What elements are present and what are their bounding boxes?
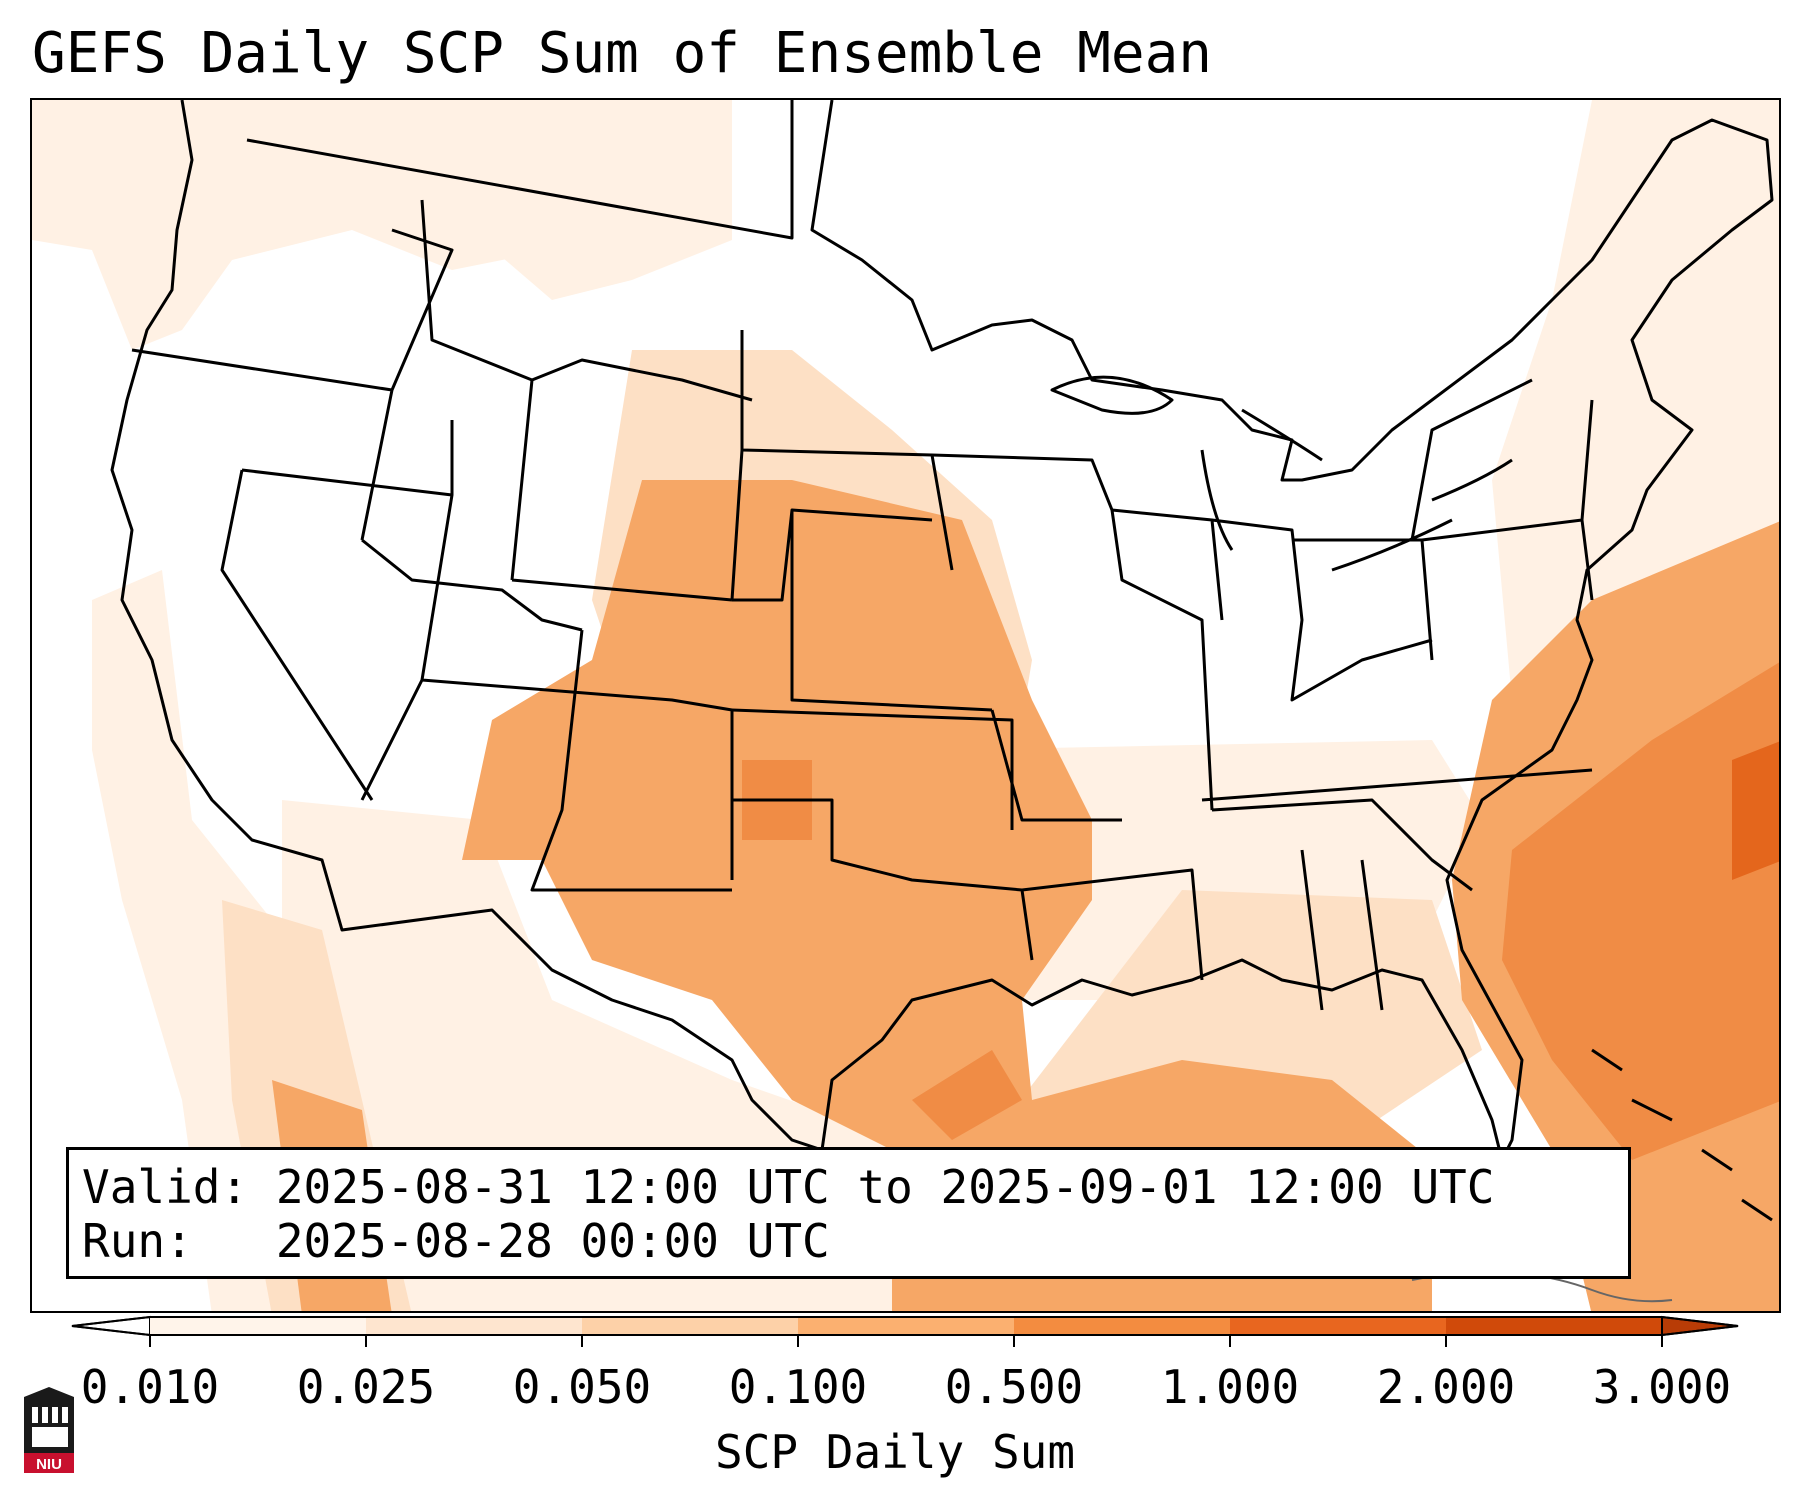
scp-region-gulf-coast-core (912, 1050, 1022, 1140)
great-lakes (1050, 375, 1513, 572)
valid-time-line: Valid: 2025-08-31 12:00 UTC to 2025-09-0… (82, 1160, 1495, 1214)
colorbar-segment (582, 1317, 799, 1335)
colorbar-segment (1446, 1317, 1663, 1335)
us-outline (110, 100, 1774, 1162)
us-canada-border (246, 100, 794, 240)
scp-region-northwest (32, 100, 552, 350)
colorbar-segment (798, 1317, 1015, 1335)
bahamas (1591, 1048, 1773, 1222)
colorbar-tick-label: 0.025 (296, 1360, 436, 1414)
colorbar-tick-label: 0.010 (80, 1360, 220, 1414)
colorbar-segment (150, 1317, 367, 1335)
colorbar-tick-label: 0.500 (944, 1360, 1084, 1414)
valid-run-info-box: Valid: 2025-08-31 12:00 UTC to 2025-09-0… (66, 1147, 1631, 1279)
colorbar-segment (1014, 1317, 1231, 1335)
map-panel (30, 98, 1781, 1313)
colorbar-tick-label: 0.050 (512, 1360, 652, 1414)
state-lines-west (131, 199, 753, 892)
scp-region-north-plains (402, 100, 732, 300)
colorbar-tick-label: 1.000 (1160, 1360, 1300, 1414)
logo-text: NIU (36, 1456, 62, 1473)
colorbar-label: SCP Daily Sum (715, 1425, 1076, 1479)
state-lines-east (931, 378, 1594, 1011)
colorbar-tick-label: 3.000 (1592, 1360, 1732, 1414)
colorbar-tick-label: 2.000 (1376, 1360, 1516, 1414)
colorbar-tick-label: 0.100 (728, 1360, 868, 1414)
colorbar-outline (71, 1316, 1739, 1336)
state-boundaries-layer (110, 100, 1774, 1303)
scp-region-atlantic-core (1502, 662, 1779, 1160)
map-title: GEFS Daily SCP Sum of Ensemble Mean (32, 21, 1213, 86)
colorbar-extend-high (1661, 1315, 1739, 1337)
colorbar-segment (366, 1317, 583, 1335)
colorbar-extend-low (71, 1315, 151, 1337)
colorbar-segment (1230, 1317, 1447, 1335)
map-canvas (32, 100, 1779, 1311)
run-time-line: Run: 2025-08-28 00:00 UTC (82, 1214, 830, 1268)
scp-region-southern-plains (462, 480, 1432, 1311)
niu-logo: NIU (24, 1387, 74, 1473)
scp-region-atlantic-max (1732, 741, 1779, 880)
